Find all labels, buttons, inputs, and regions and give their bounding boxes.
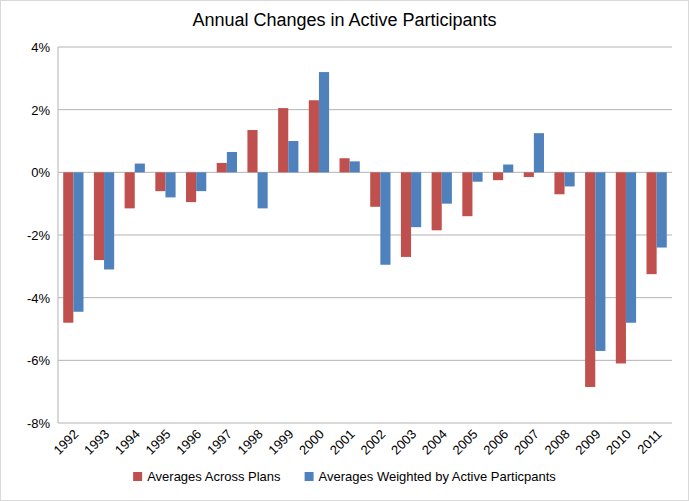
bar [340,158,350,172]
bar [411,172,421,227]
bar [155,172,165,191]
grid [58,47,672,423]
bar [585,172,595,387]
legend: Averages Across Plans Averages Weighted b… [133,469,556,484]
legend-swatch [305,472,314,481]
legend-swatch [133,472,142,481]
bar [616,172,626,363]
x-tick-label: 2011 [634,427,664,457]
x-tick-label: 2008 [542,427,573,458]
y-tick-label: -4% [27,291,51,306]
chart-title: Annual Changes in Active Participants [192,10,496,30]
bar [104,172,114,269]
bar [94,172,104,260]
chart: Annual Changes in Active Participants -8%… [0,0,689,501]
bar [350,161,360,172]
bar [165,172,175,197]
grid-line [58,423,672,424]
y-tick-label: -8% [27,416,51,431]
bar [380,172,390,264]
x-tick-label: 2006 [480,427,511,458]
bar [309,100,319,172]
x-tick-label: 1996 [173,427,204,458]
grid-line [58,47,672,48]
bar [493,172,503,180]
bar [647,172,657,274]
x-tick-label: 2005 [450,427,481,458]
bar [288,141,298,172]
x-tick-label: 1994 [112,427,143,458]
bar [135,164,145,173]
x-tick-label: 1997 [204,427,235,458]
x-tick-label: 2004 [419,427,450,458]
bar [227,152,237,172]
bar [125,172,135,208]
y-axis-line [58,47,59,423]
bar [657,172,667,247]
bar [462,172,472,216]
bar [554,172,564,194]
x-tick-label: 2009 [572,427,603,458]
bar [503,165,513,173]
bar [565,172,575,186]
bar [319,72,329,172]
grid-line [58,297,672,298]
x-tick-label: 1992 [50,427,81,458]
y-tick-label: 0% [31,165,50,180]
bar [524,172,534,177]
y-tick-label: -6% [27,353,51,368]
y-tick-label: 2% [31,103,50,118]
x-tick-label: 2003 [388,427,419,458]
grid-line [58,109,672,110]
bar [63,172,73,322]
y-tick-label: -2% [27,228,51,243]
x-tick-label: 2001 [327,427,358,458]
legend-label: Averages Across Plans [147,469,281,484]
bar [196,172,206,191]
bar [258,172,268,208]
bar [247,130,257,172]
bar [534,133,544,172]
bar [401,172,411,257]
x-tick-label: 1999 [265,427,296,458]
grid-line [58,172,672,173]
bar [73,172,83,311]
chart-border [1,1,689,501]
grid-line [58,360,672,361]
x-tick-label: 2002 [357,427,388,458]
x-tick-label: 2000 [296,427,327,458]
bar [442,172,452,203]
bar [217,163,227,172]
bar [595,172,605,351]
bar [472,172,482,181]
bar [278,108,288,172]
legend-label: Averages Weighted by Active Particpants [319,469,557,484]
bar [432,172,442,230]
x-tick-label: 1993 [81,427,112,458]
bar [626,172,636,322]
bar [370,172,380,206]
grid-line [58,235,672,236]
x-tick-label: 1995 [143,427,174,458]
bar [186,172,196,202]
x-tick-label: 2010 [603,427,634,458]
bars [63,72,667,387]
x-tick-label: 1998 [235,427,266,458]
x-tick-label: 2007 [511,427,542,458]
y-tick-label: 4% [31,40,50,55]
